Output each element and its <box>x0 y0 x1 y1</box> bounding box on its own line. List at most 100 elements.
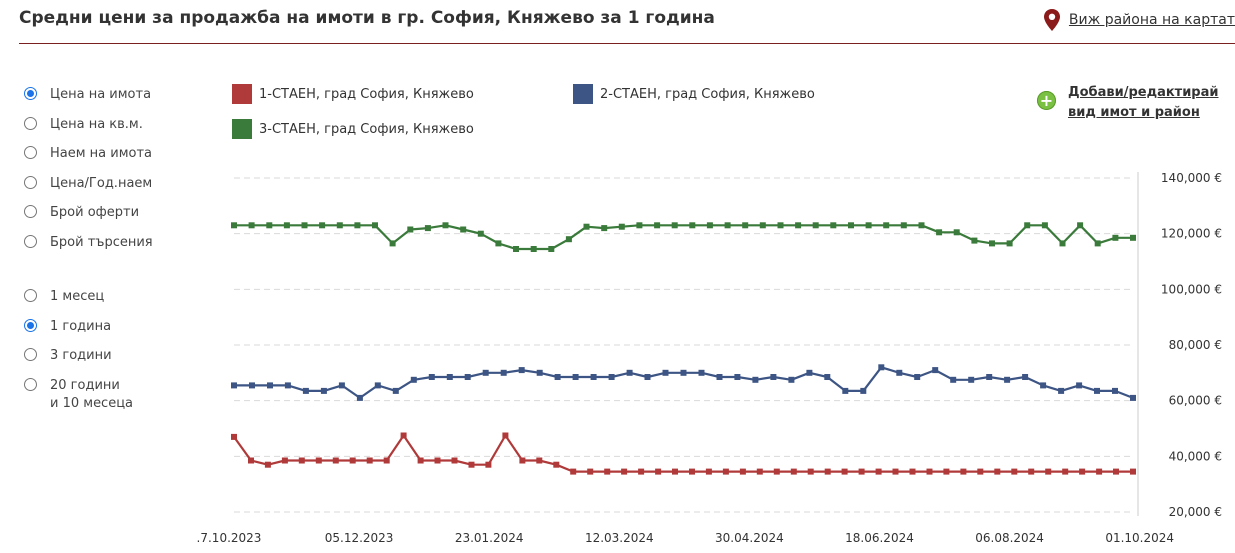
data-point <box>536 457 543 464</box>
metric-option-price-to-rent[interactable]: Цена/Год.наем <box>24 175 152 193</box>
metric-option-price-per-sqm[interactable]: Цена на кв.м. <box>24 116 143 134</box>
data-point <box>777 222 784 229</box>
data-point <box>756 468 763 475</box>
period-option-label-wrap: 20 години и 10 месеца <box>50 377 133 413</box>
data-point <box>1062 468 1069 475</box>
data-point <box>770 374 777 380</box>
data-point <box>495 240 502 247</box>
data-point <box>960 468 967 475</box>
period-option-1-year[interactable]: 1 година <box>24 318 111 336</box>
metric-option-label: Брой търсения <box>50 234 153 250</box>
data-point <box>1096 468 1103 475</box>
data-point <box>410 376 417 383</box>
period-option-all[interactable]: 20 години и 10 месеца <box>24 377 133 413</box>
metric-option-rent[interactable]: Наем на имота <box>24 145 152 163</box>
legend-item-1-room[interactable]: 1-СТАЕН, град София, Княжево <box>232 84 474 104</box>
period-option-1-month[interactable]: 1 месец <box>24 288 104 306</box>
radio-rent[interactable] <box>24 146 37 159</box>
data-point <box>284 382 291 389</box>
data-point <box>918 222 925 229</box>
radio-price[interactable] <box>24 87 37 100</box>
data-point <box>994 468 1001 475</box>
period-option-label: 1 месец <box>50 289 105 304</box>
data-point <box>565 236 572 243</box>
data-point <box>953 229 960 236</box>
data-point <box>332 457 339 464</box>
data-point <box>434 457 441 464</box>
radio-offers[interactable] <box>24 205 37 218</box>
data-point <box>989 240 995 247</box>
view-on-map-label: Виж района на картат <box>1068 12 1235 28</box>
data-point <box>724 222 731 229</box>
data-point <box>742 222 749 229</box>
add-edit-property-link[interactable]: + Добави/редактирай вид имот и район <box>1037 83 1219 123</box>
legend-item-3-room[interactable]: 3-СТАЕН, град София, Княжево <box>232 119 474 139</box>
data-point <box>319 222 326 229</box>
data-point <box>267 382 273 389</box>
data-point <box>500 369 507 376</box>
data-point <box>383 457 390 464</box>
radio-1-month[interactable] <box>24 289 37 302</box>
radio-3-years[interactable] <box>24 348 37 361</box>
metric-option-searches[interactable]: Брой търсения <box>24 234 153 252</box>
data-point <box>654 222 661 229</box>
x-tick-label: 06.08.2024 <box>975 531 1044 545</box>
radio-all[interactable] <box>24 377 37 391</box>
data-point <box>671 222 678 229</box>
data-point <box>806 369 813 376</box>
data-point <box>400 432 407 439</box>
data-point <box>858 468 865 475</box>
period-option-label: 20 години <box>50 377 120 393</box>
data-point <box>302 387 309 394</box>
period-option-label-line2: и 10 месеца <box>50 395 134 411</box>
data-point <box>824 468 831 475</box>
radio-searches[interactable] <box>24 234 37 248</box>
metric-option-label: Брой оферти <box>50 205 140 220</box>
y-tick-label: 40,000 € <box>1169 449 1222 463</box>
data-point <box>716 374 723 380</box>
y-tick-label: 20,000 € <box>1169 505 1222 519</box>
data-point <box>356 394 363 401</box>
data-point <box>428 374 435 380</box>
radio-1-year[interactable] <box>24 318 37 332</box>
x-tick-label: 30.04.2024 <box>715 531 784 545</box>
data-point <box>320 387 327 394</box>
data-point <box>460 226 467 233</box>
data-point <box>407 226 414 233</box>
data-point <box>824 374 831 380</box>
metric-option-offers[interactable]: Брой оферти <box>24 204 139 222</box>
data-point <box>841 468 848 475</box>
add-edit-label-line2: вид имот и район <box>1068 105 1200 120</box>
chart-axes: 20,000 € 40,000 € 60,000 € 80,000 € 100,000 … <box>197 171 1222 545</box>
data-point <box>842 387 849 394</box>
series-1 <box>231 432 1136 475</box>
period-option-3-years[interactable]: 3 години <box>24 347 112 365</box>
data-point <box>446 374 453 380</box>
data-point <box>530 246 537 252</box>
metric-option-price[interactable]: Цена на имота <box>24 86 151 104</box>
add-edit-label-wrap: Добави/редактирай вид имот и район <box>1068 83 1219 123</box>
data-point <box>572 374 579 380</box>
period-option-label: 1 година <box>50 318 112 334</box>
y-tick-label: 140,000 € <box>1161 171 1222 185</box>
data-point <box>914 374 921 380</box>
chart-series <box>231 222 1136 475</box>
data-point <box>583 223 590 230</box>
data-point <box>705 468 712 475</box>
legend-label: 1-СТАЕН, град София, Княжево <box>259 86 474 102</box>
data-point <box>231 222 237 229</box>
radio-price-to-rent[interactable] <box>24 175 37 189</box>
view-on-map-link[interactable]: Виж района на картат <box>1043 8 1235 32</box>
data-point <box>655 468 662 475</box>
legend-item-2-room[interactable]: 2-СТАЕН, град София, Княжево <box>573 84 815 104</box>
data-point <box>706 222 713 229</box>
radio-price-per-sqm[interactable] <box>24 116 37 130</box>
data-point <box>807 468 814 475</box>
data-point <box>392 387 399 394</box>
data-point <box>752 376 759 383</box>
data-point <box>1006 240 1013 247</box>
data-point <box>790 468 797 475</box>
data-point <box>909 468 916 475</box>
data-point <box>519 457 526 464</box>
data-point <box>554 374 561 380</box>
